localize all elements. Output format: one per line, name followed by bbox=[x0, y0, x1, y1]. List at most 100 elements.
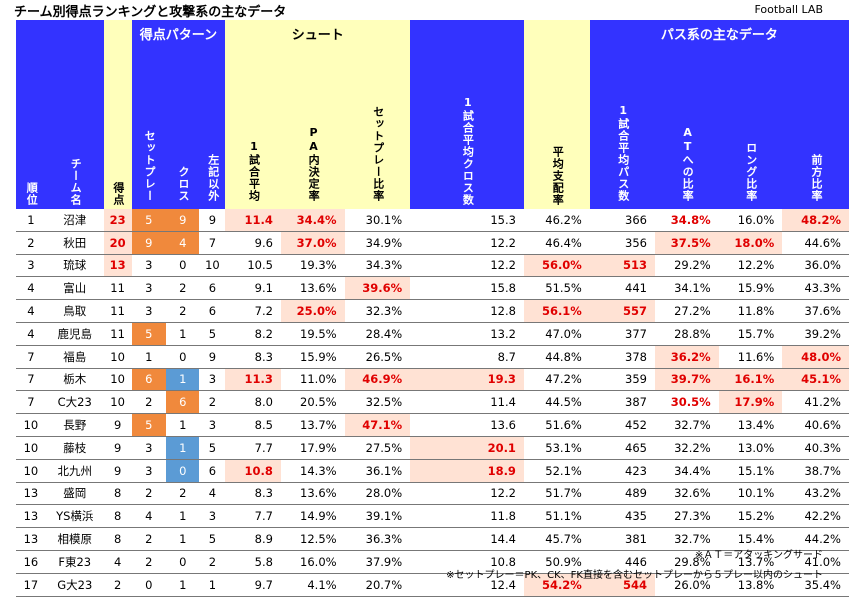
cell-goals: 11 bbox=[103, 322, 132, 346]
cell-other: 5 bbox=[199, 436, 226, 460]
cell-possession: 53.1% bbox=[523, 436, 590, 460]
cell-rank: 4 bbox=[16, 299, 46, 323]
cell-cross: 1 bbox=[166, 573, 200, 597]
cell-other: 3 bbox=[199, 368, 226, 392]
table-row: 16 F東23 4 2 0 2 5.8 16.0% 37.9% 10.8 50.9% 446 29.8%… bbox=[16, 550, 849, 574]
header-team: チーム名 bbox=[45, 20, 104, 209]
cell-pass-avg: 465 bbox=[589, 436, 655, 460]
cell-rank: 4 bbox=[16, 276, 46, 301]
cell-possession: 51.1% bbox=[523, 504, 590, 529]
cell-shots-avg: 10.8 bbox=[225, 459, 281, 483]
cell-possession: 56.1% bbox=[523, 299, 590, 323]
cell-other: 3 bbox=[199, 504, 226, 529]
cell-other: 4 bbox=[199, 482, 226, 506]
cell-forward-ratio: 48.0% bbox=[782, 345, 849, 369]
cell-setplay: 2 bbox=[131, 550, 166, 574]
cell-long-ratio: 15.9% bbox=[718, 276, 783, 301]
table-row: 13 盛岡 8 2 2 4 8.3 13.6% 28.0% 12.2 51.7% 489 32.6% 10… bbox=[16, 482, 849, 506]
cell-long-ratio: 10.1% bbox=[718, 482, 783, 506]
table-row: 13 YS横浜 8 4 1 3 7.7 14.9% 39.1% 11.8 51.1% 435 27.3%… bbox=[16, 504, 849, 529]
cell-forward-ratio: 39.2% bbox=[782, 322, 849, 346]
cell-team: 沼津 bbox=[45, 209, 104, 232]
cell-at-ratio: 27.2% bbox=[655, 299, 719, 323]
cell-pa-rate: 19.5% bbox=[280, 322, 345, 346]
cell-setplay-ratio: 39.1% bbox=[344, 504, 411, 529]
cell-team: 藤枝 bbox=[45, 436, 104, 460]
cell-pa-rate: 13.7% bbox=[280, 413, 345, 437]
cell-setplay-ratio: 26.5% bbox=[344, 345, 411, 369]
cell-setplay: 9 bbox=[131, 231, 166, 255]
cell-rank: 3 bbox=[16, 254, 46, 278]
cell-forward-ratio: 41.2% bbox=[782, 390, 849, 415]
cell-setplay-ratio: 34.3% bbox=[344, 254, 411, 278]
cell-at-ratio: 34.8% bbox=[655, 209, 719, 232]
cell-goals: 9 bbox=[103, 413, 132, 437]
cell-at-ratio: 30.5% bbox=[655, 390, 719, 415]
table-row: 10 北九州 9 3 0 6 10.8 14.3% 36.1% 18.9 52.1% 423 34.4%… bbox=[16, 459, 849, 483]
header-at-ratio: ATへの比率 bbox=[655, 46, 719, 209]
cell-goals: 8 bbox=[103, 482, 132, 506]
cell-setplay: 2 bbox=[131, 482, 166, 506]
cell-forward-ratio: 40.3% bbox=[782, 436, 849, 460]
cell-setplay: 3 bbox=[131, 299, 166, 323]
header-pass-avg: 1試合平均パス数 bbox=[589, 46, 655, 209]
cell-shots-avg: 7.7 bbox=[225, 436, 281, 460]
cell-possession: 44.8% bbox=[523, 345, 590, 369]
cell-forward-ratio: 44.6% bbox=[782, 231, 849, 255]
cell-team: YS横浜 bbox=[45, 504, 104, 529]
cell-possession: 46.2% bbox=[523, 209, 590, 232]
cell-at-ratio: 28.8% bbox=[655, 322, 719, 346]
cell-pass-avg: 377 bbox=[589, 322, 655, 346]
cell-forward-ratio: 44.2% bbox=[782, 527, 849, 551]
cell-cross-avg: 11.8 bbox=[410, 504, 524, 529]
cell-cross: 2 bbox=[166, 482, 200, 506]
cell-possession: 52.1% bbox=[523, 459, 590, 483]
cell-setplay: 6 bbox=[131, 368, 166, 392]
cell-cross-avg: 15.3 bbox=[410, 209, 524, 232]
cell-cross: 1 bbox=[166, 322, 200, 346]
cell-forward-ratio: 42.2% bbox=[782, 504, 849, 529]
cell-team: 栃木 bbox=[45, 368, 104, 392]
cell-rank: 13 bbox=[16, 482, 46, 506]
cell-pass-avg: 378 bbox=[589, 345, 655, 369]
header-setplay: セットプレー bbox=[131, 46, 166, 209]
cell-goals: 10 bbox=[103, 368, 132, 392]
cell-other: 10 bbox=[199, 254, 226, 278]
cell-pa-rate: 13.6% bbox=[280, 482, 345, 506]
cell-long-ratio: 15.2% bbox=[718, 504, 783, 529]
cell-setplay-ratio: 36.1% bbox=[344, 459, 411, 483]
cell-setplay-ratio: 39.6% bbox=[344, 276, 411, 301]
cell-cross-avg: 10.8 bbox=[410, 550, 524, 574]
cell-cross: 6 bbox=[166, 390, 200, 415]
table-row: 10 藤枝 9 3 1 5 7.7 17.9% 27.5% 20.1 53.1% 465 32.2% 13… bbox=[16, 436, 849, 460]
cell-other: 5 bbox=[199, 527, 226, 551]
cell-long-ratio: 16.1% bbox=[718, 368, 783, 392]
cell-other: 3 bbox=[199, 413, 226, 437]
cell-rank: 2 bbox=[16, 231, 46, 255]
cell-long-ratio: 15.4% bbox=[718, 527, 783, 551]
cell-shots-avg: 8.0 bbox=[225, 390, 281, 415]
cell-pass-avg: 435 bbox=[589, 504, 655, 529]
cell-setplay: 2 bbox=[131, 390, 166, 415]
cell-at-ratio: 32.2% bbox=[655, 436, 719, 460]
cell-setplay: 1 bbox=[131, 345, 166, 369]
cell-cross-avg: 12.2 bbox=[410, 482, 524, 506]
cell-rank: 10 bbox=[16, 459, 46, 483]
table-row: 7 C大23 10 2 6 2 8.0 20.5% 32.5% 11.4 44.5% 387 30.5%… bbox=[16, 390, 849, 415]
cell-at-ratio: 37.5% bbox=[655, 231, 719, 255]
cell-forward-ratio: 48.2% bbox=[782, 209, 849, 232]
cell-cross: 0 bbox=[166, 550, 200, 574]
cell-team: 富山 bbox=[45, 276, 104, 301]
cell-long-ratio: 16.0% bbox=[718, 209, 783, 232]
cell-pa-rate: 16.0% bbox=[280, 550, 345, 574]
header-cross: クロス bbox=[166, 46, 200, 209]
cell-shots-avg: 10.5 bbox=[225, 254, 281, 278]
table-row: 7 福島 10 1 0 9 8.3 15.9% 26.5% 8.7 44.8% 378 36.2% 11.… bbox=[16, 345, 849, 369]
cell-other: 9 bbox=[199, 345, 226, 369]
cell-team: 盛岡 bbox=[45, 482, 104, 506]
table-row: 10 長野 9 5 1 3 8.5 13.7% 47.1% 13.6 51.6% 452 32.7% 13… bbox=[16, 413, 849, 437]
cell-rank: 10 bbox=[16, 413, 46, 437]
cell-goals: 23 bbox=[103, 209, 132, 232]
cell-forward-ratio: 40.6% bbox=[782, 413, 849, 437]
cell-team: 相模原 bbox=[45, 527, 104, 551]
